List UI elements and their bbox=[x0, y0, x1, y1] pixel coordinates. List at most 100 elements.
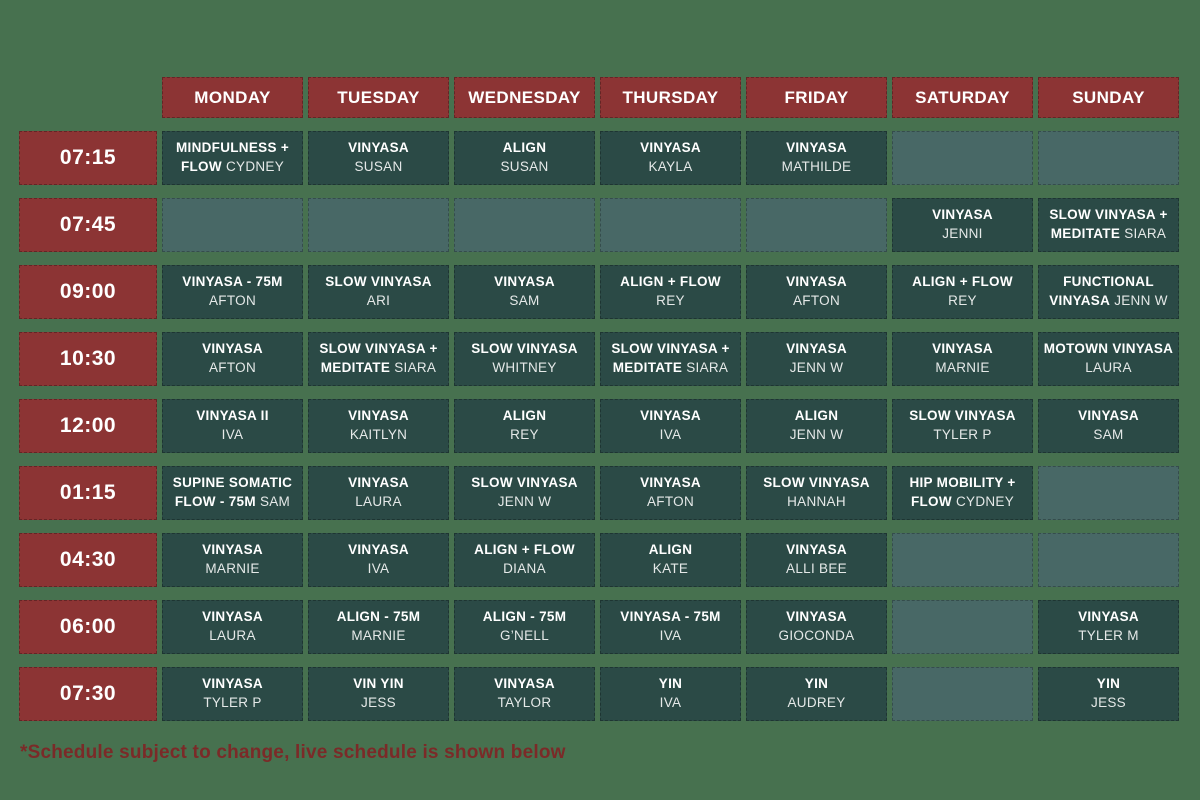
class-cell: VINYASA MARNIE bbox=[162, 533, 303, 587]
time-cell: 07:15 bbox=[19, 131, 157, 185]
teacher-name: TYLER P bbox=[203, 695, 262, 710]
teacher-name: AFTON bbox=[792, 293, 840, 308]
class-title: VINYASA bbox=[202, 609, 263, 625]
class-cell: VIN YIN JESS bbox=[308, 667, 449, 721]
teacher-name: SAM bbox=[259, 494, 291, 509]
teacher-name: JENN W bbox=[497, 494, 552, 509]
teacher-name: KAITLYN bbox=[349, 427, 408, 442]
schedule-grid: MONDAY TUESDAY WEDNESDAY THURSDAY FRIDAY SATU… bbox=[19, 77, 1179, 721]
class-cell: ALIGN JENN W bbox=[746, 399, 887, 453]
class-cell: VINYASA SAM bbox=[1038, 399, 1179, 453]
teacher-name: MATHILDE bbox=[781, 159, 852, 174]
class-title: FLOW bbox=[180, 159, 222, 174]
class-cell: SLOW VINYASA + MEDITATE SIARA bbox=[308, 332, 449, 386]
class-title: SLOW VINYASA + bbox=[1049, 207, 1168, 223]
class-title: ALIGN - 75M bbox=[336, 609, 421, 625]
class-cell: SLOW VINYASA ARI bbox=[308, 265, 449, 319]
class-title: FLOW bbox=[910, 494, 952, 509]
class-title: ALIGN bbox=[502, 408, 547, 424]
class-title: YIN bbox=[1096, 676, 1121, 692]
time-cell: 04:30 bbox=[19, 533, 157, 587]
class-cell: VINYASA ALLI BEE bbox=[746, 533, 887, 587]
class-cell: YIN AUDREY bbox=[746, 667, 887, 721]
class-title: VINYASA bbox=[348, 408, 409, 424]
teacher-name: SIARA bbox=[686, 360, 729, 375]
class-title: ALIGN bbox=[502, 140, 547, 156]
teacher-name: IVA bbox=[659, 628, 682, 643]
class-title: ALIGN - 75M bbox=[482, 609, 567, 625]
class-title: VINYASA bbox=[202, 542, 263, 558]
class-title: FLOW - 75M bbox=[174, 494, 256, 509]
class-cell: SLOW VINYASA TYLER P bbox=[892, 399, 1033, 453]
class-title: YIN bbox=[804, 676, 829, 692]
class-title: ALIGN bbox=[794, 408, 839, 424]
class-title: HIP MOBILITY + bbox=[909, 475, 1016, 491]
class-cell: VINYASA AFTON bbox=[600, 466, 741, 520]
teacher-name: REY bbox=[656, 293, 685, 308]
class-title: VINYASA bbox=[786, 609, 847, 625]
class-title: VINYASA bbox=[202, 676, 263, 692]
teacher-name: CYDNEY bbox=[225, 159, 285, 174]
day-header-friday: FRIDAY bbox=[746, 77, 887, 118]
class-cell: SLOW VINYASA HANNAH bbox=[746, 466, 887, 520]
empty-slot bbox=[1038, 466, 1179, 520]
class-cell: VINYASA MARNIE bbox=[892, 332, 1033, 386]
class-title: SLOW VINYASA bbox=[909, 408, 1016, 424]
teacher-name: REY bbox=[948, 293, 977, 308]
class-cell: VINYASA AFTON bbox=[746, 265, 887, 319]
class-cell: ALIGN + FLOW DIANA bbox=[454, 533, 595, 587]
class-cell: VINYASA JENN W bbox=[746, 332, 887, 386]
empty-slot bbox=[892, 131, 1033, 185]
teacher-name: ALLI BEE bbox=[786, 561, 847, 576]
class-title: VINYASA bbox=[786, 542, 847, 558]
class-cell: VINYASA TYLER P bbox=[162, 667, 303, 721]
teacher-name: SIARA bbox=[394, 360, 437, 375]
teacher-name: KATE bbox=[652, 561, 689, 576]
class-cell: VINYASA IVA bbox=[600, 399, 741, 453]
teacher-name: SIARA bbox=[1124, 226, 1167, 241]
class-cell: ALIGN REY bbox=[454, 399, 595, 453]
teacher-name: JENN W bbox=[789, 360, 844, 375]
teacher-name: JENN W bbox=[1114, 293, 1168, 308]
class-title: SLOW VINYASA + bbox=[319, 341, 438, 357]
class-cell: ALIGN + FLOW REY bbox=[600, 265, 741, 319]
class-cell: SLOW VINYASA WHITNEY bbox=[454, 332, 595, 386]
class-cell: VINYASA KAYLA bbox=[600, 131, 741, 185]
teacher-name: LAURA bbox=[1085, 360, 1132, 375]
class-title: VINYASA bbox=[932, 207, 993, 223]
class-title: MEDITATE bbox=[1050, 226, 1121, 241]
time-cell: 10:30 bbox=[19, 332, 157, 386]
class-cell: VINYASA SUSAN bbox=[308, 131, 449, 185]
teacher-name: JENNI bbox=[942, 226, 983, 241]
empty-slot bbox=[892, 667, 1033, 721]
class-title: SUPINE SOMATIC bbox=[172, 475, 293, 491]
teacher-name: JESS bbox=[1091, 695, 1126, 710]
class-cell: VINYASA MATHILDE bbox=[746, 131, 887, 185]
time-cell: 01:15 bbox=[19, 466, 157, 520]
day-header-monday: MONDAY bbox=[162, 77, 303, 118]
class-cell: ALIGN + FLOW REY bbox=[892, 265, 1033, 319]
class-cell: ALIGN - 75M MARNIE bbox=[308, 600, 449, 654]
teacher-name: REY bbox=[510, 427, 539, 442]
teacher-name: HANNAH bbox=[787, 494, 846, 509]
empty-slot bbox=[1038, 533, 1179, 587]
class-title: ALIGN + FLOW bbox=[620, 274, 721, 290]
class-title: VINYASA bbox=[348, 140, 409, 156]
class-title: MEDITATE bbox=[612, 360, 683, 375]
teacher-name: DIANA bbox=[503, 561, 546, 576]
teacher-name: WHITNEY bbox=[492, 360, 557, 375]
class-title: VINYASA bbox=[494, 676, 555, 692]
class-title: VINYASA - 75M bbox=[182, 274, 283, 290]
time-cell: 06:00 bbox=[19, 600, 157, 654]
teacher-name: SUSAN bbox=[500, 159, 549, 174]
teacher-name: IVA bbox=[659, 427, 682, 442]
class-cell: VINYASA IVA bbox=[308, 533, 449, 587]
class-title: VINYASA bbox=[348, 542, 409, 558]
teacher-name: GIOCONDA bbox=[778, 628, 855, 643]
teacher-name: TYLER M bbox=[1078, 628, 1139, 643]
class-title: VINYASA bbox=[640, 140, 701, 156]
teacher-name: ARI bbox=[366, 293, 391, 308]
teacher-name: JESS bbox=[361, 695, 396, 710]
class-cell: VINYASA TYLER M bbox=[1038, 600, 1179, 654]
class-title: ALIGN + FLOW bbox=[912, 274, 1013, 290]
